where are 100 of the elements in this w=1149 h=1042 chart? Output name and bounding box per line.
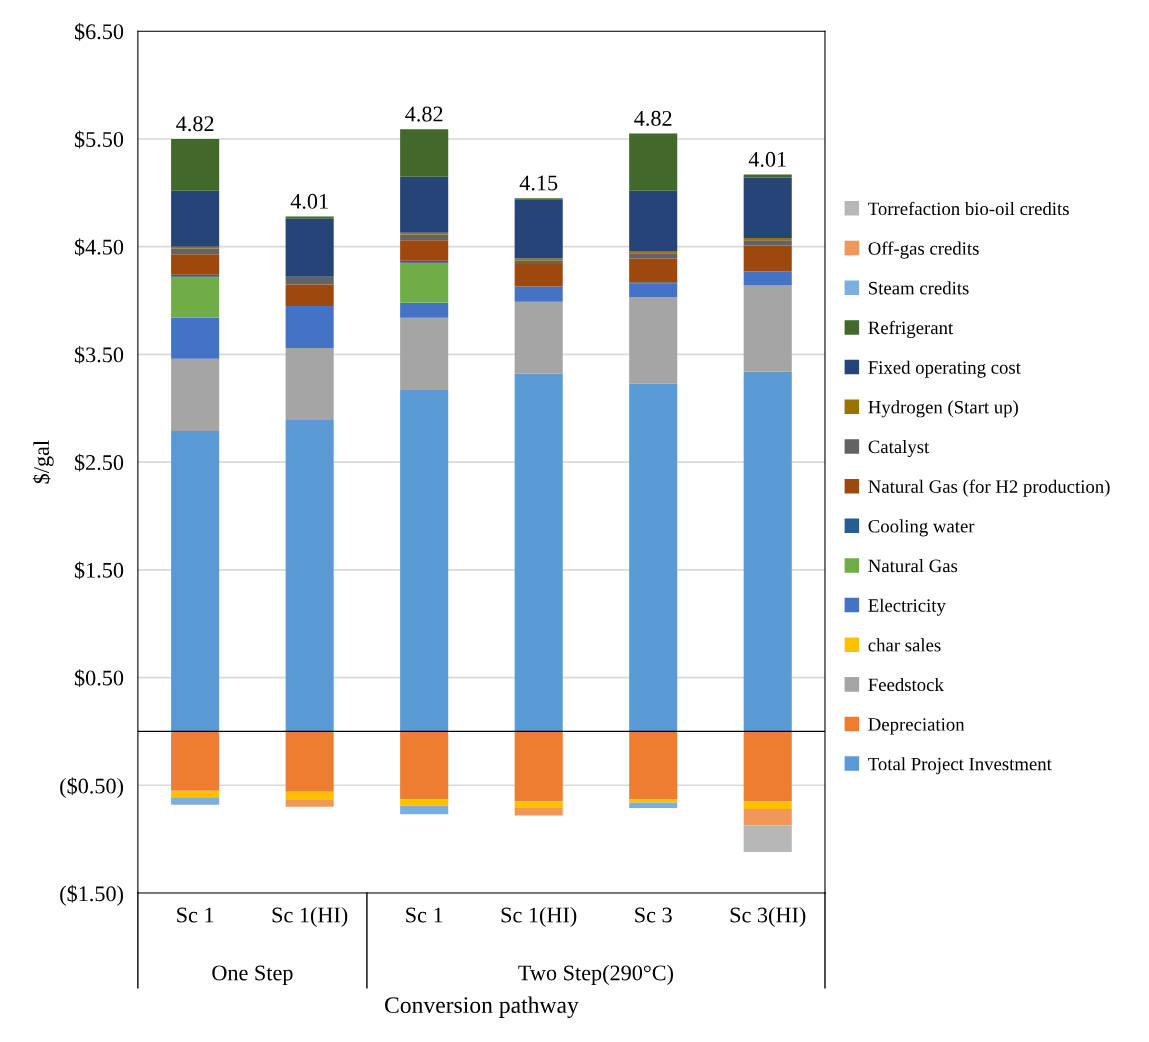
x-tick-label: Sc 1 bbox=[177, 907, 214, 923]
legend-label: Natural Gas bbox=[868, 559, 958, 573]
bar bbox=[629, 802, 678, 808]
bar bbox=[743, 825, 792, 853]
legend-label: char sales bbox=[868, 638, 941, 652]
bar bbox=[629, 258, 678, 283]
x-tick-label: Sc 1 bbox=[406, 907, 443, 923]
bar bbox=[743, 240, 792, 246]
bar bbox=[171, 276, 220, 318]
legend-label: Depreciation bbox=[868, 718, 965, 735]
bar bbox=[171, 190, 220, 247]
total-label: 4.82 bbox=[176, 116, 214, 132]
bar bbox=[400, 389, 449, 732]
bar bbox=[400, 260, 449, 263]
bar bbox=[743, 731, 792, 802]
legend-label: Electricity bbox=[868, 598, 946, 616]
bar bbox=[400, 129, 449, 177]
bar bbox=[743, 271, 792, 286]
legend-label: Hydrogen (Start up) bbox=[868, 400, 1018, 418]
legend-label: Steam credits bbox=[869, 281, 969, 295]
bar bbox=[400, 176, 449, 233]
bar bbox=[400, 232, 449, 235]
bar bbox=[400, 317, 449, 390]
bar bbox=[285, 305, 334, 348]
total-label: 4.01 bbox=[290, 193, 328, 209]
bar bbox=[400, 302, 449, 318]
bar bbox=[171, 358, 220, 431]
bar bbox=[743, 808, 792, 826]
legend-label: Feedstock bbox=[868, 677, 944, 692]
bar bbox=[285, 791, 334, 800]
bar bbox=[514, 286, 563, 302]
legend-label: Fixed operating cost bbox=[868, 360, 1021, 378]
bar bbox=[514, 373, 563, 732]
bar bbox=[743, 285, 792, 372]
bar bbox=[629, 799, 678, 803]
y-tick-label: $3.50 bbox=[74, 346, 124, 364]
x-axis-title: Conversion pathway bbox=[385, 996, 579, 1018]
y-tick-label: ($1.50) bbox=[60, 884, 124, 906]
bar bbox=[514, 731, 563, 802]
bar bbox=[743, 174, 792, 178]
bar bbox=[400, 805, 449, 815]
bar bbox=[743, 801, 792, 809]
legend-label: Off-gas credits bbox=[868, 241, 979, 259]
total-label: 4.15 bbox=[519, 175, 558, 191]
bar bbox=[171, 274, 220, 277]
bar bbox=[743, 245, 792, 272]
total-label: 4.82 bbox=[405, 106, 443, 122]
y-tick-label: $2.50 bbox=[74, 453, 124, 472]
bar bbox=[171, 246, 220, 249]
legend-label: Refrigerant bbox=[868, 320, 954, 339]
x-tick-label: Sc 1(HI) bbox=[272, 906, 348, 928]
bar bbox=[629, 251, 678, 254]
bar bbox=[629, 383, 678, 732]
bar bbox=[514, 801, 563, 808]
total-label: 4.01 bbox=[748, 151, 786, 167]
x-tick-label: Sc 1(HI) bbox=[501, 906, 577, 928]
legend-label: Total Project Investment bbox=[868, 757, 1052, 775]
y-axis-title: $/gal bbox=[32, 440, 54, 484]
bar bbox=[400, 234, 449, 241]
x-tick-label: Sc 3 bbox=[635, 907, 672, 923]
bar bbox=[285, 284, 334, 306]
bar bbox=[285, 731, 334, 792]
bar bbox=[629, 297, 678, 384]
text: Two Step(290°C) bbox=[518, 964, 674, 985]
y-tick-label: $0.50 bbox=[74, 669, 124, 687]
bar bbox=[285, 347, 334, 421]
bar bbox=[400, 799, 449, 806]
legend-label: Natural Gas (for H2 production) bbox=[868, 479, 1110, 497]
x-tick-label: Sc 3(HI) bbox=[730, 906, 806, 928]
bar bbox=[285, 218, 334, 277]
total-label: 4.82 bbox=[634, 110, 672, 126]
text: One Step bbox=[212, 965, 293, 985]
y-tick-label: ($0.50) bbox=[60, 777, 124, 799]
bar bbox=[171, 790, 220, 798]
bar bbox=[743, 177, 792, 239]
bar bbox=[514, 263, 563, 287]
bar bbox=[171, 430, 220, 732]
bar bbox=[629, 253, 678, 259]
bar bbox=[629, 283, 678, 298]
legend-label: Cooling water bbox=[868, 519, 975, 537]
bar bbox=[629, 731, 678, 800]
bar bbox=[514, 199, 563, 259]
bar bbox=[285, 799, 334, 807]
legend-label: Torrefaction bio-oil credits bbox=[868, 201, 1069, 216]
bar bbox=[629, 133, 678, 191]
bar bbox=[629, 190, 678, 251]
bar bbox=[743, 371, 792, 732]
bar bbox=[171, 138, 220, 191]
bar bbox=[171, 731, 220, 791]
bar bbox=[171, 317, 220, 359]
y-tick-label: $1.50 bbox=[74, 561, 124, 580]
bar bbox=[400, 262, 449, 303]
bar bbox=[285, 216, 334, 219]
bar bbox=[743, 238, 792, 241]
bar bbox=[285, 276, 334, 285]
bar bbox=[171, 254, 220, 275]
y-tick-label: $5.50 bbox=[74, 130, 124, 149]
bar bbox=[285, 420, 334, 732]
bar bbox=[171, 797, 220, 805]
bar bbox=[514, 807, 563, 816]
